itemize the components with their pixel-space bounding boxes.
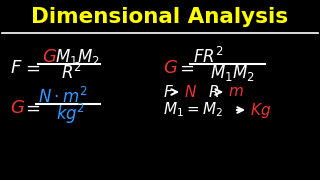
Text: $\mathit{G}$: $\mathit{G}$: [163, 59, 178, 77]
Text: $=$: $=$: [176, 59, 195, 77]
Text: $\mathit{M_1 M_2}$: $\mathit{M_1 M_2}$: [55, 47, 100, 67]
Text: $\mathit{R}$: $\mathit{R}$: [208, 84, 219, 100]
Text: $\mathit{G}$: $\mathit{G}$: [42, 48, 57, 66]
Text: $\mathit{F}$: $\mathit{F}$: [10, 59, 23, 77]
Text: $\mathit{N}$: $\mathit{N}$: [184, 84, 197, 100]
Text: $=$: $=$: [22, 99, 41, 117]
Text: $\mathit{G}$: $\mathit{G}$: [10, 99, 25, 117]
Text: $\mathit{M_1 M_2}$: $\mathit{M_1 M_2}$: [210, 63, 255, 83]
Text: $\mathit{m}$: $\mathit{m}$: [228, 84, 244, 100]
Text: $\mathit{M_1 = M_2}$: $\mathit{M_1 = M_2}$: [163, 101, 223, 119]
Text: $\mathit{R^2}$: $\mathit{R^2}$: [61, 63, 82, 83]
Text: $\mathit{F}$: $\mathit{F}$: [163, 84, 174, 100]
Text: $\mathit{Kg}$: $\mathit{Kg}$: [250, 100, 271, 120]
Text: $\mathit{F R^2}$: $\mathit{F R^2}$: [193, 47, 224, 67]
Text: $\mathit{N \cdot m^2}$: $\mathit{N \cdot m^2}$: [38, 87, 87, 107]
Text: $\mathit{kg^2}$: $\mathit{kg^2}$: [56, 102, 85, 126]
Text: Dimensional Analysis: Dimensional Analysis: [31, 7, 289, 27]
Text: $=$: $=$: [22, 59, 41, 77]
